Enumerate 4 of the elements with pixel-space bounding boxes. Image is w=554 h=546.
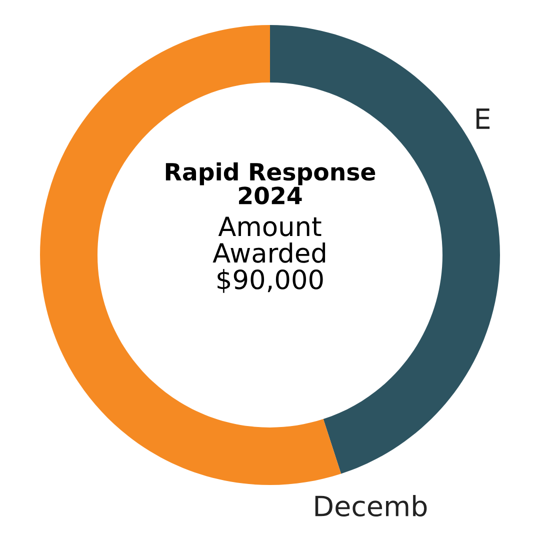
slice-label: Decemb xyxy=(315,495,427,517)
text: Rapid Response 2024 xyxy=(166,162,376,204)
slice-label: E xyxy=(476,108,490,129)
text: Amount Awarded $90,000 xyxy=(212,216,326,293)
